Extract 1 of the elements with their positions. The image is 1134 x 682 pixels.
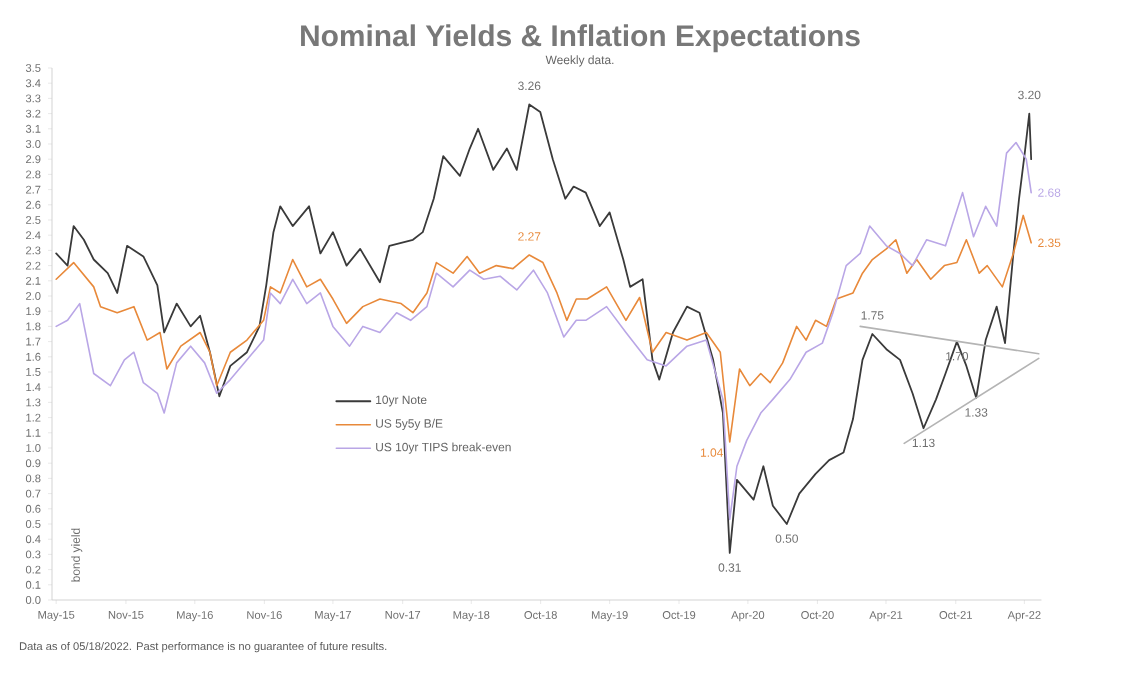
chart-title: Nominal Yields & Inflation Expectations <box>301 24 860 53</box>
